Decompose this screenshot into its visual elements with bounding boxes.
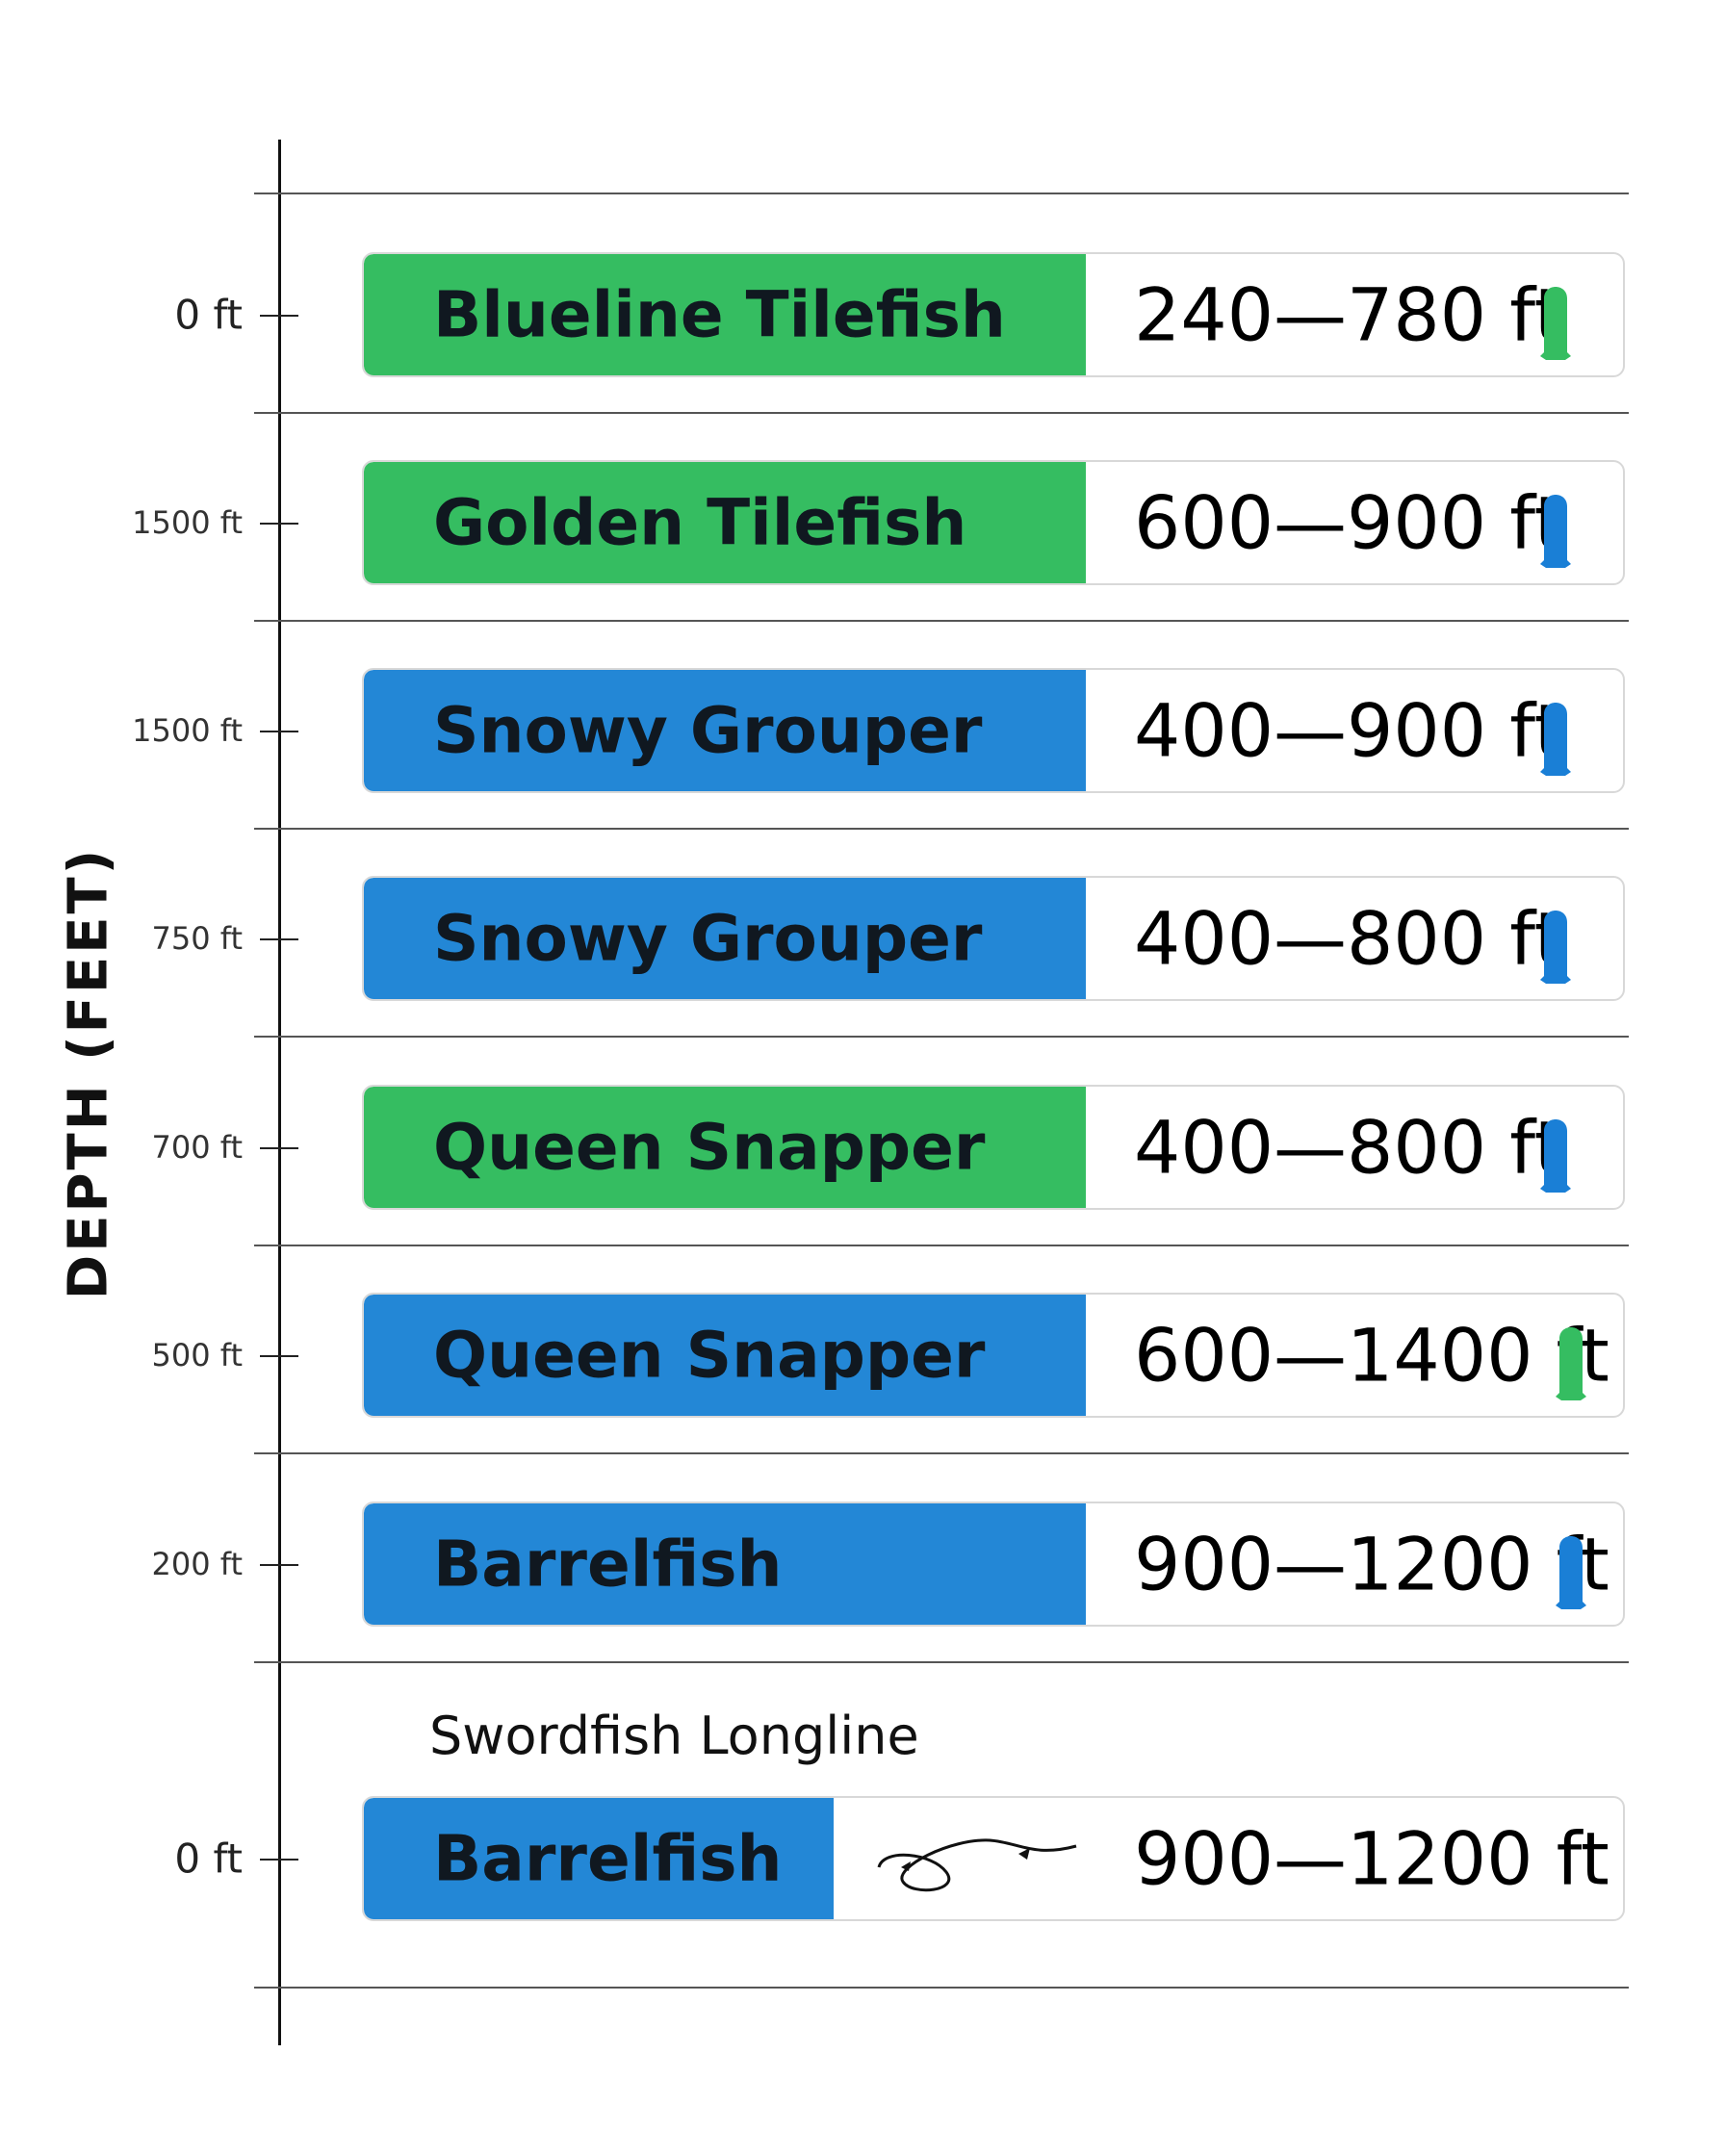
- y-axis-label: DEPTH (FEET): [57, 846, 120, 1300]
- longline-icon: [877, 1838, 1077, 1892]
- gridline: [254, 620, 1629, 622]
- y-tick-label: 1500 ft: [132, 712, 243, 749]
- bottle-icon: [1540, 1119, 1571, 1193]
- depth-range-label: 900—1200 ft: [1134, 1521, 1609, 1607]
- depth-range-label: 400—800 ft: [1134, 895, 1563, 982]
- depth-bar: Barrelfish: [364, 1503, 1086, 1625]
- species-label: Barrelfish: [433, 1527, 783, 1602]
- species-label: Queen Snapper: [433, 1318, 986, 1393]
- species-label: Snowy Grouper: [433, 693, 983, 768]
- gridline: [254, 1452, 1629, 1454]
- bottle-icon: [1540, 703, 1571, 776]
- y-tick-label: 500 ft: [151, 1337, 244, 1373]
- gridline: [254, 828, 1629, 830]
- bottle-icon: [1540, 287, 1571, 360]
- species-label: Golden Tilefish: [433, 485, 967, 560]
- species-label: Queen Snapper: [433, 1110, 986, 1185]
- depth-bar: Queen Snapper: [364, 1087, 1086, 1208]
- gridline: [254, 1036, 1629, 1038]
- gridline: [254, 1661, 1629, 1663]
- species-label: Snowy Grouper: [433, 901, 983, 976]
- species-label: Barrelfish: [433, 1821, 783, 1896]
- depth-range-label: 900—1200 ft: [1134, 1815, 1609, 1902]
- depth-bar: Barrelfish: [364, 1798, 834, 1919]
- gridline: [254, 412, 1629, 414]
- depth-range-label: 400—900 ft: [1134, 687, 1563, 774]
- y-tick: [260, 1147, 298, 1149]
- y-tick: [260, 1859, 298, 1861]
- y-tick: [260, 731, 298, 732]
- depth-bar: Golden Tilefish: [364, 462, 1086, 583]
- species-label: Blueline Tilefish: [433, 277, 1006, 352]
- gridline: [254, 192, 1629, 194]
- depth-range-label: 400—800 ft: [1134, 1104, 1563, 1191]
- y-tick-label: 1500 ft: [132, 504, 243, 541]
- depth-bar: Queen Snapper: [364, 1295, 1086, 1416]
- species-row: Snowy Grouper 400—900 ft: [362, 668, 1625, 793]
- y-tick: [260, 523, 298, 525]
- depth-range-label: 600—900 ft: [1134, 479, 1563, 566]
- species-row: Barrelfish 900—1200 ft: [362, 1796, 1625, 1921]
- depth-range-label: 600—1400 ft: [1134, 1312, 1609, 1399]
- section-label: Swordfish Longline: [429, 1706, 919, 1766]
- y-tick-label: 200 ft: [151, 1546, 244, 1582]
- bottle-icon: [1556, 1536, 1586, 1609]
- y-tick: [260, 1355, 298, 1357]
- y-tick-label: 0 ft: [174, 1835, 243, 1883]
- y-tick: [260, 1564, 298, 1566]
- depth-bar: Snowy Grouper: [364, 670, 1086, 791]
- y-axis-line: [278, 140, 281, 2045]
- gridline: [254, 1245, 1629, 1246]
- y-tick: [260, 938, 298, 940]
- y-tick-label: 0 ft: [174, 291, 243, 339]
- species-row: Snowy Grouper 400—800 ft: [362, 876, 1625, 1001]
- species-row: Golden Tilefish 600—900 ft: [362, 460, 1625, 585]
- y-tick-label: 750 ft: [151, 920, 244, 957]
- depth-bar: Snowy Grouper: [364, 878, 1086, 999]
- gridline: [254, 1987, 1629, 1989]
- y-tick-label: 700 ft: [151, 1129, 244, 1166]
- species-row: Barrelfish 900—1200 ft: [362, 1502, 1625, 1627]
- species-row: Queen Snapper 400—800 ft: [362, 1085, 1625, 1210]
- y-tick: [260, 315, 298, 317]
- bottle-icon: [1556, 1327, 1586, 1400]
- species-row: Blueline Tilefish 240—780 ft: [362, 252, 1625, 377]
- bottle-icon: [1540, 911, 1571, 984]
- depth-range-label: 240—780 ft: [1134, 271, 1563, 358]
- bottle-icon: [1540, 495, 1571, 568]
- depth-bar: Blueline Tilefish: [364, 254, 1086, 375]
- species-row: Queen Snapper 600—1400 ft: [362, 1293, 1625, 1418]
